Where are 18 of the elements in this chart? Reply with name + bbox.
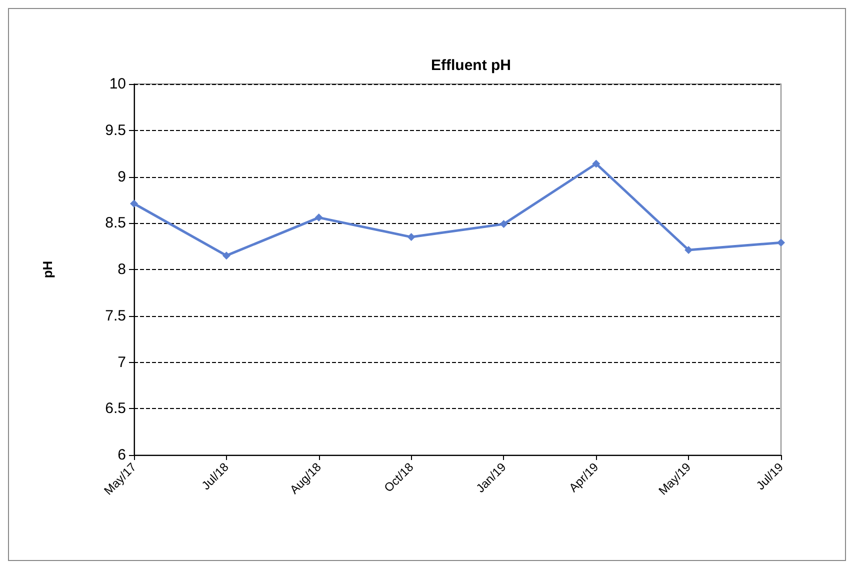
- y-axis-title: pH: [40, 260, 55, 278]
- y-tick-label: 10: [109, 76, 126, 92]
- y-tick-label: 8.5: [105, 214, 126, 232]
- chart-title: Effluent pH: [431, 57, 511, 74]
- y-tick-label: 6: [118, 446, 126, 464]
- point: [222, 252, 230, 260]
- point: [592, 160, 600, 168]
- y-tick-label: 9.5: [105, 122, 126, 139]
- y-tick-label: 7: [118, 354, 126, 371]
- y-tick-label: 7.5: [105, 307, 126, 324]
- point: [407, 233, 416, 242]
- y-tick-label: 6.5: [105, 400, 126, 418]
- y-tick-label: 9: [118, 168, 126, 186]
- point: [314, 214, 323, 222]
- y-tick-label: 8: [118, 261, 126, 278]
- point: [777, 238, 785, 247]
- point: [500, 220, 508, 228]
- point: [130, 200, 138, 208]
